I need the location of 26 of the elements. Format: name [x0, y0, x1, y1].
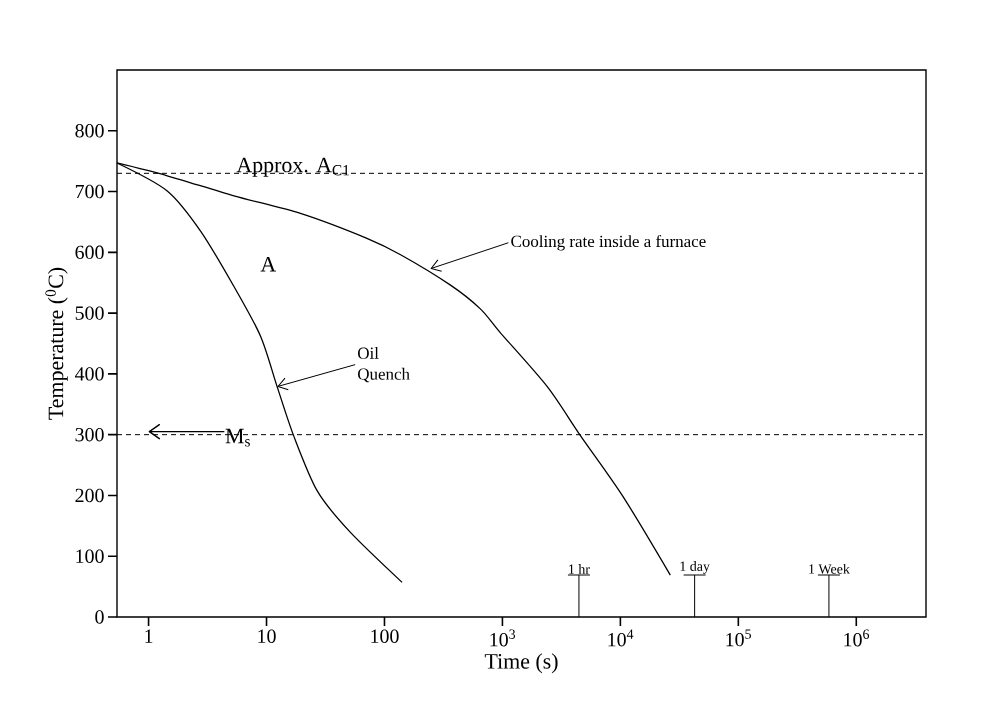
- y-axis-title: Temperature ($^{0}$C): [45, 267, 68, 420]
- annotation: Oil Quench: [358, 346, 410, 383]
- x-axis-title: Time (s): [484, 653, 558, 674]
- y-tick-label: 300: [75, 427, 104, 442]
- y-tick-label: 0: [95, 610, 104, 624]
- annotation: 1 day: [680, 561, 710, 574]
- y-tick-label: 600: [75, 245, 104, 260]
- y-tick-label: 400: [74, 367, 104, 381]
- y-tick-label: 500: [75, 306, 104, 320]
- x-tick-label: 10$^{6}$: [844, 629, 870, 647]
- ref-line-label: Approx. A$_{C1}$: [236, 157, 349, 177]
- ref-line-label: M$_{s}$: [225, 428, 250, 447]
- x-tick-label: 100: [371, 629, 399, 643]
- annotation: 1 hr: [569, 564, 590, 574]
- annotation: A: [260, 256, 277, 272]
- x-tick-label: 10: [258, 629, 276, 643]
- y-tick-label: 800: [75, 124, 104, 138]
- x-tick-label: 1: [145, 629, 153, 643]
- y-tick-label: 200: [75, 488, 104, 503]
- y-tick-label: 100: [76, 549, 104, 563]
- annotation: 1 Week: [809, 563, 850, 574]
- y-tick-label: 700: [75, 184, 104, 199]
- annotation: Cooling rate inside a furnace: [511, 234, 706, 251]
- x-tick-label: 10$^{5}$: [726, 629, 751, 647]
- x-tick-label: 10$^{3}$: [490, 629, 516, 647]
- x-tick-label: 10$^{4}$: [608, 629, 634, 647]
